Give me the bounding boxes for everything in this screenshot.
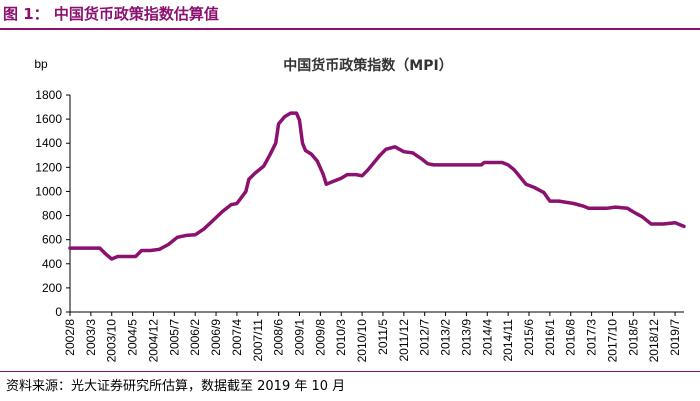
x-tick-label: 2003/3 — [84, 319, 98, 356]
x-tick-labels: 2002/8 2003/3 2003/10 2004/5 2004/12 2005/7 20… — [63, 312, 682, 362]
y-tick-label: 1600 — [35, 112, 62, 126]
x-tick-label: 2019/7 — [668, 319, 682, 356]
series-line-mpi — [68, 111, 686, 261]
x-tick-label: 2009/8 — [313, 319, 327, 356]
y-tick-label: 1200 — [35, 160, 62, 174]
x-tick-label: 2010/3 — [334, 319, 348, 356]
y-tick-label: 1000 — [35, 184, 62, 198]
title-rule — [0, 28, 700, 30]
x-tick-label: 2006/2 — [188, 319, 202, 356]
x-tick-label: 2016/1 — [543, 319, 557, 356]
y-tick-label: 600 — [42, 233, 62, 247]
figure-title: 图 1： 中国货币政策指数估算值 — [3, 5, 219, 23]
x-tick-label: 2017/3 — [585, 319, 599, 356]
x-tick-label: 2009/1 — [293, 319, 307, 356]
y-tick-labels: 0 200 400 600 800 1000 1200 1400 1600 1800 — [35, 88, 70, 319]
x-tick-label: 2006/9 — [209, 319, 223, 356]
x-tick-label: 2016/8 — [564, 319, 578, 356]
x-tick-label: 2013/9 — [459, 319, 473, 356]
x-tick-label: 2015/6 — [522, 319, 536, 356]
series-group — [68, 111, 686, 261]
x-tick-label: 2003/10 — [105, 319, 119, 363]
x-tick-label: 2002/8 — [63, 319, 77, 356]
axes — [69, 95, 684, 313]
chart-title: 中国货币政策指数（MPI） — [283, 57, 452, 74]
x-tick-label: 2007/11 — [251, 319, 265, 362]
mpi-line-chart: 中国货币政策指数（MPI） bp 0 200 400 600 800 1000 1200 14… — [34, 57, 686, 362]
x-tick-label: 2011/5 — [376, 319, 390, 355]
x-tick-label: 2018/12 — [647, 319, 661, 363]
x-tick-label: 2013/2 — [439, 319, 453, 356]
x-tick-label: 2018/5 — [626, 319, 640, 356]
x-tick-label: 2004/5 — [126, 319, 140, 356]
x-tick-label: 2008/6 — [272, 319, 286, 356]
x-tick-label: 2004/12 — [146, 319, 160, 363]
y-tick-label: 800 — [42, 209, 62, 223]
y-tick-label: 0 — [55, 305, 62, 319]
source-note: 资料来源：光大证券研究所估算，数据截至 2019 年 10 月 — [6, 379, 346, 394]
y-axis-unit: bp — [34, 57, 48, 71]
x-tick-label: 2017/10 — [605, 319, 619, 363]
x-tick-label: 2011/12 — [397, 319, 411, 362]
y-tick-label: 1400 — [35, 136, 62, 150]
x-tick-label: 2014/4 — [480, 319, 494, 356]
y-tick-label: 1800 — [35, 88, 62, 102]
y-tick-label: 200 — [42, 281, 62, 295]
x-tick-label: 2012/7 — [418, 319, 432, 356]
y-tick-label: 400 — [42, 257, 62, 271]
x-tick-label: 2005/7 — [167, 319, 181, 356]
x-tick-label: 2007/4 — [230, 319, 244, 356]
footer-rule — [0, 371, 700, 372]
x-tick-label: 2010/10 — [355, 319, 369, 363]
x-tick-label: 2014/11 — [501, 319, 515, 362]
